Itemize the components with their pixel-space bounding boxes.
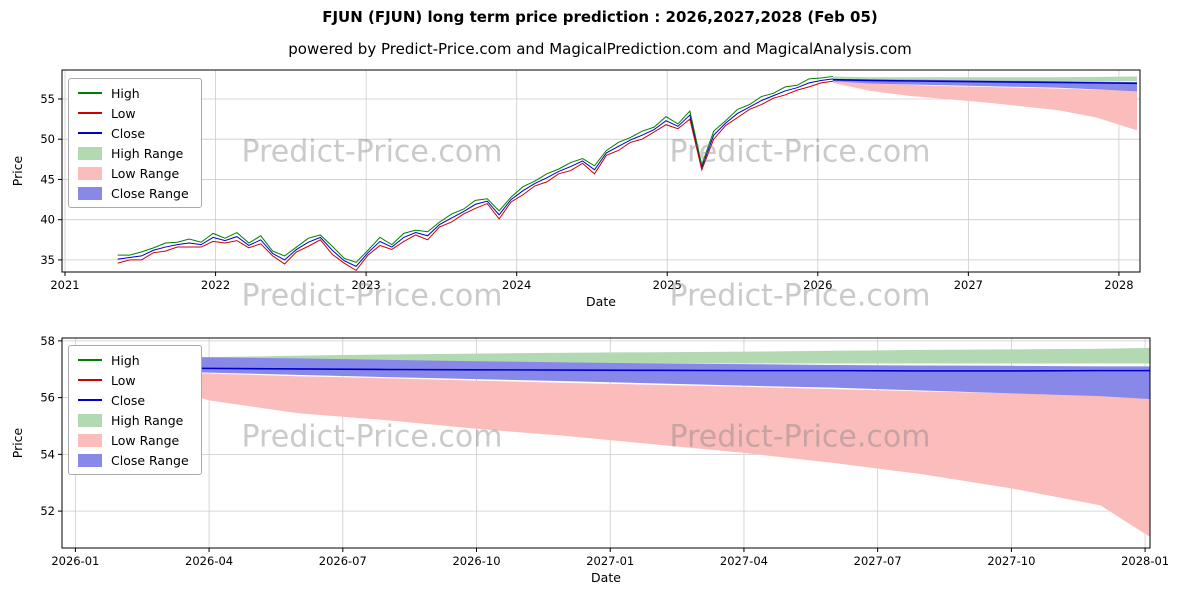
- page-subtitle: powered by Predict-Price.com and Magical…: [288, 40, 912, 58]
- low-line-swatch: [78, 379, 102, 381]
- low-line-swatch: [78, 112, 102, 114]
- legend-label: Close Range: [111, 185, 189, 201]
- low-range-patch-swatch: [78, 433, 102, 447]
- x-tick-label: 2025: [653, 278, 682, 292]
- low-range-band: [119, 370, 1150, 537]
- high-range-patch-swatch: [78, 413, 102, 427]
- legend-item-close: Close: [78, 125, 189, 141]
- high-range-patch-swatch: [78, 146, 102, 160]
- legend-item-low-range: Low Range: [78, 432, 189, 448]
- high-line-swatch: [78, 359, 102, 361]
- plot-border: [61, 69, 1141, 273]
- legend-item-low-range: Low Range: [78, 165, 189, 181]
- legend-item-low: Low: [78, 372, 189, 388]
- x-tick-label: 2027-10: [987, 554, 1035, 568]
- close-line-swatch: [78, 132, 102, 134]
- x-tick-label: 2021: [50, 278, 79, 292]
- x-tick-label: 2027-01: [586, 554, 634, 568]
- close-range-band: [119, 356, 1150, 400]
- historical-and-forecast-chart: 2021 2022 2023 2024 2025 2026 2027 2028 35 40 45 50…: [10, 69, 1141, 309]
- legend-item-close: Close: [78, 392, 189, 408]
- x-tick-label: 2022: [201, 278, 230, 292]
- x-tick-label: 2024: [502, 278, 531, 292]
- legend-label: Low: [111, 105, 136, 121]
- x-axis: 2026-01 2026-04 2026-07 2026-10 2027-01 2027-…: [51, 548, 1169, 568]
- x-tick-label: 2026-10: [452, 554, 500, 568]
- x-tick-label: 2028-01: [1121, 554, 1169, 568]
- legend-item-high-range: High Range: [78, 145, 189, 161]
- x-axis: 2021 2022 2023 2024 2025 2026 2027 2028: [50, 272, 1134, 292]
- low-line-history: [117, 80, 833, 272]
- x-tick-label: 2026-01: [51, 554, 99, 568]
- legend-item-close-range: Close Range: [78, 185, 189, 201]
- y-axis-label: Price: [10, 155, 25, 186]
- close-range-patch-swatch: [78, 186, 102, 200]
- close-range-patch-swatch: [78, 453, 102, 467]
- x-tick-label: 2026-04: [185, 554, 233, 568]
- x-tick-label: 2027-04: [720, 554, 768, 568]
- x-tick-label: 2027: [954, 278, 983, 292]
- y-tick-label: 54: [40, 447, 55, 461]
- bottom-chart-legend: High Low Close High Range Low Range Close Ran…: [68, 345, 202, 475]
- close-line-history: [117, 78, 833, 267]
- y-tick-label: 58: [40, 334, 55, 348]
- legend-label: Low Range: [111, 432, 180, 448]
- y-tick-label: 45: [40, 172, 55, 186]
- x-tick-label: 2027-07: [854, 554, 902, 568]
- x-axis-label: Date: [591, 570, 621, 585]
- legend-item-high: High: [78, 352, 189, 368]
- legend-item-high: High: [78, 85, 189, 101]
- legend-item-high-range: High Range: [78, 412, 189, 428]
- legend-label: High Range: [111, 145, 184, 161]
- x-tick-label: 2028: [1104, 278, 1133, 292]
- y-tick-label: 40: [40, 213, 55, 227]
- low-range-band: [832, 81, 1137, 131]
- legend-item-close-range: Close Range: [78, 452, 189, 468]
- y-axis: 35 40 45 50 55: [40, 92, 62, 267]
- high-line-history: [117, 75, 833, 263]
- y-tick-label: 50: [40, 132, 55, 146]
- legend-label: Close: [111, 125, 146, 141]
- legend-item-low: Low: [78, 105, 189, 121]
- legend-label: High Range: [111, 412, 184, 428]
- legend-label: Close: [111, 392, 146, 408]
- plot-border: [61, 337, 1151, 549]
- y-axis-label: Price: [10, 427, 25, 458]
- high-line-swatch: [78, 92, 102, 94]
- legend-label: High: [111, 352, 140, 368]
- close-line-forecast: [832, 78, 1137, 85]
- x-tick-label: 2026: [803, 278, 832, 292]
- legend-label: Low: [111, 372, 136, 388]
- low-range-patch-swatch: [78, 166, 102, 180]
- y-tick-label: 35: [40, 253, 55, 267]
- x-tick-label: 2023: [351, 278, 380, 292]
- x-tick-label: 2026-07: [319, 554, 367, 568]
- close-line-swatch: [78, 399, 102, 401]
- legend-label: Low Range: [111, 165, 180, 181]
- y-tick-label: 52: [40, 504, 55, 518]
- legend-label: High: [111, 85, 140, 101]
- y-axis: 52 54 56 58: [40, 334, 62, 518]
- top-chart-legend: High Low Close High Range Low Range Close Ran…: [68, 78, 202, 208]
- y-tick-label: 55: [40, 92, 55, 106]
- forecast-detail-chart: 2026-01 2026-04 2026-07 2026-10 2027-01 2027-…: [10, 334, 1169, 585]
- x-axis-label: Date: [586, 294, 616, 309]
- page-title: FJUN (FJUN) long term price prediction :…: [322, 8, 878, 26]
- y-tick-label: 56: [40, 391, 55, 405]
- legend-label: Close Range: [111, 452, 189, 468]
- close-line-forecast: [119, 366, 1150, 372]
